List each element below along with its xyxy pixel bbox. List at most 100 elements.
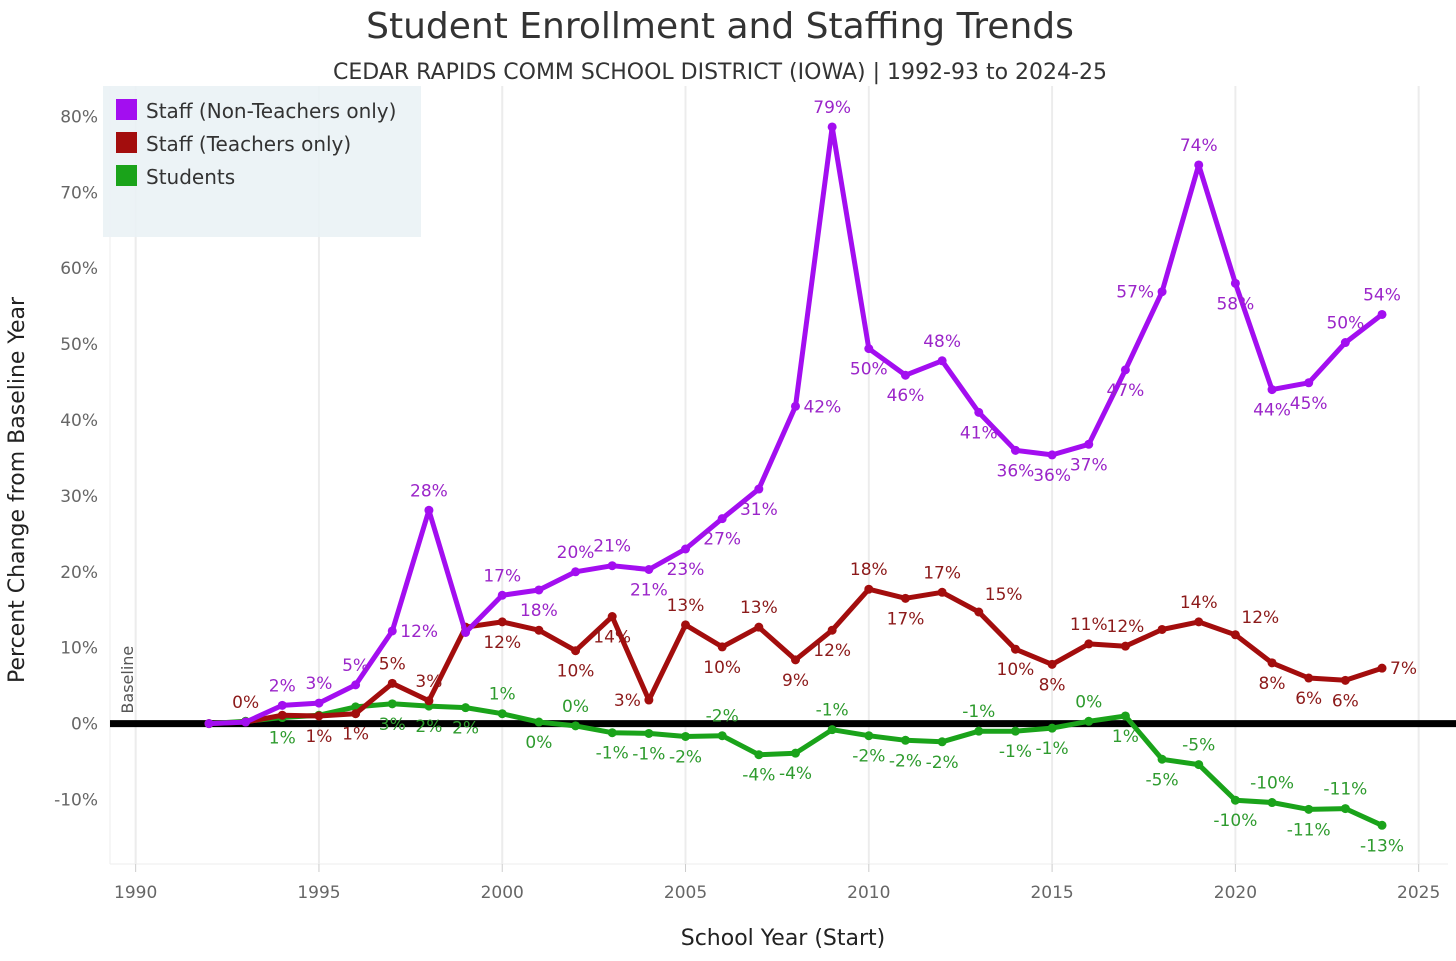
data-label-students-2008: -4%	[779, 764, 812, 784]
data-label-non-teachers-2022: 45%	[1290, 394, 1328, 414]
data-point-non-teachers-2012	[937, 356, 947, 366]
y-axis-title: Percent Change from Baseline Year	[5, 296, 30, 683]
legend-label-non-teachers: Staff (Non-Teachers only)	[146, 99, 396, 123]
data-point-students-2003	[607, 728, 617, 738]
data-point-students-2022	[1304, 804, 1314, 814]
x-tick-label-2020: 2020	[1214, 883, 1257, 903]
legend-swatch-teachers	[116, 132, 137, 153]
y-tick-label-20: 20%	[60, 563, 98, 583]
data-point-non-teachers-1999	[461, 627, 471, 637]
data-label-students-2021: -10%	[1250, 774, 1294, 794]
data-point-students-2024	[1377, 820, 1387, 830]
data-point-teachers-2021	[1267, 658, 1277, 668]
data-point-non-teachers-2024	[1377, 309, 1387, 319]
data-label-non-teachers-2010: 50%	[850, 360, 888, 380]
data-point-teachers-2006	[717, 642, 727, 652]
data-point-students-2017	[1120, 711, 1130, 721]
data-point-non-teachers-2006	[717, 514, 727, 524]
data-point-teachers-1997	[387, 678, 397, 688]
data-label-non-teachers-2020: 58%	[1216, 294, 1254, 314]
data-point-students-2011	[900, 735, 910, 745]
data-label-non-teachers-2004: 21%	[630, 580, 668, 600]
data-point-teachers-2020	[1230, 630, 1240, 640]
data-point-students-2006	[717, 731, 727, 741]
data-label-teachers-2009: 12%	[813, 641, 851, 661]
data-label-non-teachers-2002: 20%	[557, 543, 595, 563]
data-label-students-2018: -5%	[1146, 770, 1179, 790]
data-label-students-1999: 2%	[452, 719, 479, 739]
data-point-teachers-2014	[1010, 644, 1020, 654]
data-point-students-2000	[497, 709, 507, 719]
data-point-non-teachers-2010	[864, 344, 874, 354]
data-point-teachers-2012	[937, 587, 947, 597]
data-label-teachers-2015: 8%	[1039, 675, 1066, 695]
data-point-non-teachers-1997	[387, 626, 397, 636]
data-point-students-2012	[937, 737, 947, 747]
data-point-non-teachers-2016	[1084, 439, 1094, 449]
x-tick-label-2000: 2000	[481, 883, 524, 903]
x-tick-label-2025: 2025	[1397, 883, 1440, 903]
data-point-non-teachers-2001	[534, 585, 544, 595]
data-point-teachers-1995	[314, 711, 324, 721]
data-point-non-teachers-2015	[1047, 450, 1057, 460]
data-point-non-teachers-2009	[827, 122, 837, 132]
data-label-non-teachers-2013: 41%	[960, 423, 998, 443]
data-label-teachers-2011: 17%	[887, 609, 925, 629]
data-point-non-teachers-2013	[974, 407, 984, 417]
data-label-non-teachers-2023: 50%	[1326, 314, 1364, 334]
data-label-teachers-1993: 0%	[232, 693, 259, 713]
data-label-non-teachers-2009: 79%	[813, 98, 851, 118]
data-point-students-2008	[790, 748, 800, 758]
data-label-non-teachers-2021: 44%	[1253, 401, 1291, 421]
data-label-teachers-1996: 1%	[342, 725, 369, 745]
data-point-teachers-2002	[571, 646, 581, 656]
data-point-non-teachers-2017	[1120, 365, 1130, 375]
data-point-non-teachers-2008	[790, 401, 800, 411]
data-point-teachers-1996	[351, 709, 361, 719]
data-point-non-teachers-2000	[497, 590, 507, 600]
data-point-students-2020	[1230, 795, 1240, 805]
x-tick-label-1990: 1990	[114, 883, 157, 903]
data-point-teachers-2004	[644, 695, 654, 705]
data-point-teachers-2023	[1340, 675, 1350, 685]
data-label-teachers-2024: 7%	[1390, 659, 1417, 679]
y-tick-label-30: 30%	[60, 487, 98, 507]
data-label-non-teachers-1995: 3%	[305, 674, 332, 694]
data-point-teachers-2016	[1084, 639, 1094, 649]
chart-subtitle: CEDAR RAPIDS COMM SCHOOL DISTRICT (IOWA)…	[333, 60, 1107, 85]
data-label-non-teachers-1994: 2%	[269, 676, 296, 696]
x-tick-label-1995: 1995	[297, 883, 340, 903]
data-label-non-teachers-2018: 57%	[1116, 283, 1154, 303]
data-label-teachers-1995: 1%	[305, 727, 332, 747]
data-point-students-1999	[461, 703, 471, 713]
data-point-teachers-2003	[607, 612, 617, 622]
data-point-teachers-2024	[1377, 663, 1387, 673]
data-label-students-2001: 0%	[525, 733, 552, 753]
data-point-students-2010	[864, 731, 874, 741]
data-point-students-2007	[754, 750, 764, 760]
data-point-non-teachers-2023	[1340, 338, 1350, 348]
data-label-teachers-2013: 15%	[985, 585, 1023, 605]
data-point-non-teachers-1994	[277, 700, 287, 710]
data-point-teachers-2022	[1304, 673, 1314, 683]
data-label-teachers-2002: 10%	[557, 662, 595, 682]
data-label-non-teachers-2024: 54%	[1363, 285, 1401, 305]
y-axis-ticks: -10% 0% 10% 20% 30% 40% 50% 60% 70% 80%	[54, 107, 98, 810]
data-label-students-2010: -2%	[852, 747, 885, 767]
data-label-non-teachers-2012: 48%	[923, 332, 961, 352]
y-tick-label-10: 10%	[60, 639, 98, 659]
data-point-teachers-2019	[1194, 617, 1204, 627]
data-point-students-2021	[1267, 798, 1277, 808]
data-label-non-teachers-2006: 27%	[703, 530, 741, 550]
data-point-non-teachers-1993	[241, 717, 251, 727]
data-label-teachers-2021: 8%	[1259, 674, 1286, 694]
data-point-students-1997	[387, 699, 397, 709]
data-point-non-teachers-2002	[571, 567, 581, 577]
data-point-non-teachers-2005	[681, 544, 691, 554]
data-label-teachers-2016: 11%	[1070, 615, 1108, 635]
data-label-teachers-2007: 13%	[740, 598, 778, 618]
data-label-non-teachers-2017: 47%	[1107, 381, 1145, 401]
data-point-non-teachers-2018	[1157, 287, 1167, 297]
data-point-teachers-2010	[864, 584, 874, 594]
